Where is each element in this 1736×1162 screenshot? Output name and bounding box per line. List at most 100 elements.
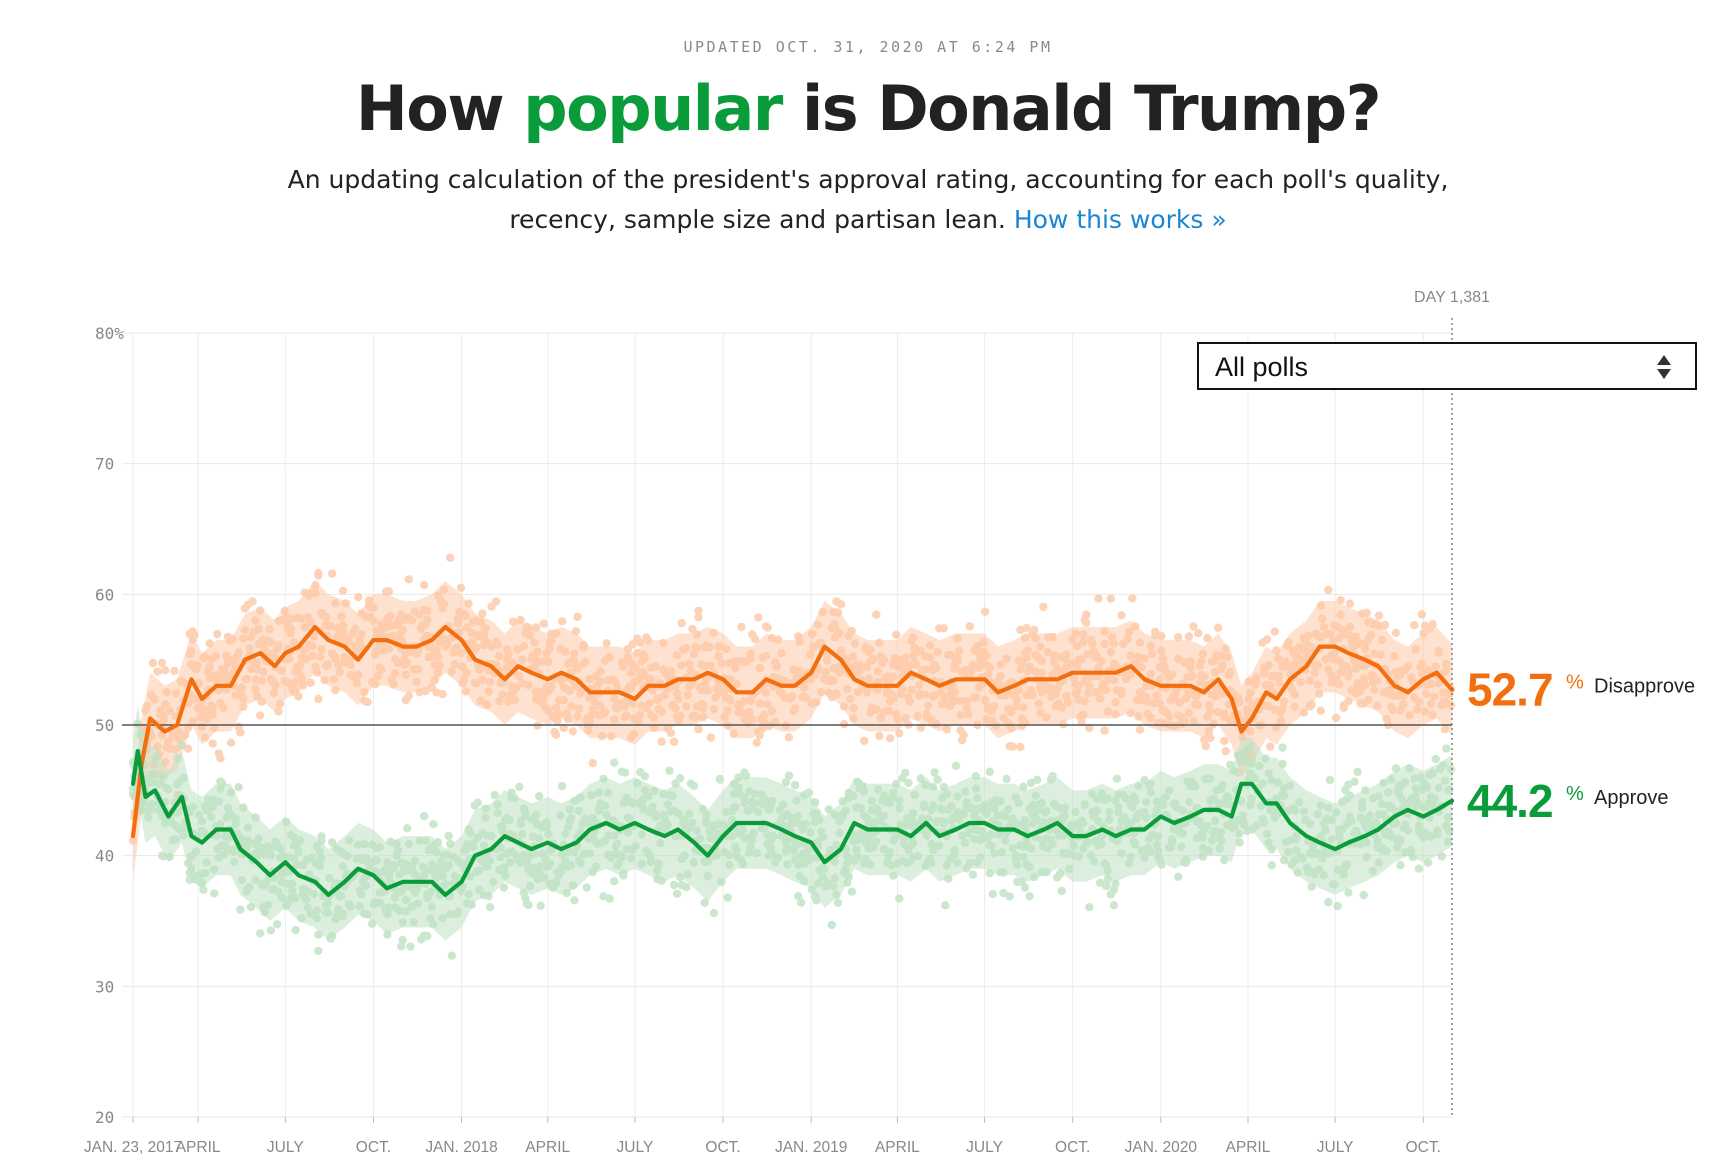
poll-dot [1278, 743, 1287, 752]
poll-dot [459, 675, 469, 685]
poll-dot [413, 665, 423, 674]
how-this-works-link[interactable]: How this works » [1013, 205, 1227, 234]
poll-dot [1374, 858, 1384, 867]
poll-dot [794, 891, 803, 901]
poll-dot [314, 930, 323, 939]
poll-dot [1088, 639, 1097, 648]
poll-dot [1327, 835, 1336, 844]
poll-dot [1109, 901, 1119, 910]
poll-dot [328, 838, 337, 847]
poll-dot [1344, 888, 1353, 897]
poll-dot [197, 817, 207, 826]
poll-dot [812, 896, 821, 905]
poll-dot [674, 809, 683, 818]
poll-dot [1445, 785, 1454, 794]
poll-dot [977, 680, 987, 689]
poll-dot [1426, 699, 1436, 708]
poll-dot [853, 835, 863, 845]
poll-dot [1003, 805, 1013, 814]
poll-dot [654, 694, 663, 704]
poll-dot [864, 834, 873, 844]
poll-dot [1020, 822, 1030, 831]
poll-dot [783, 836, 792, 845]
poll-dot [1293, 868, 1303, 877]
poll-dot [1014, 798, 1023, 808]
poll-dot [766, 843, 775, 853]
poll-dot [481, 804, 490, 813]
poll-dot [1174, 633, 1183, 642]
poll-dot [1016, 665, 1025, 674]
poll-dot [217, 778, 227, 788]
poll-dot [534, 868, 544, 877]
poll-dot [1345, 599, 1355, 608]
poll-dot [1201, 741, 1211, 751]
poll-dot [925, 641, 935, 650]
poll-dot [1235, 829, 1244, 838]
poll-dot [820, 864, 829, 873]
poll-dot [1056, 869, 1065, 878]
poll-dot [439, 585, 449, 594]
poll-dot [498, 826, 507, 835]
poll-dot [1157, 646, 1166, 655]
poll-dot [1210, 816, 1220, 826]
poll-dot [162, 687, 171, 697]
poll-dot [1014, 685, 1023, 695]
poll-dot [157, 658, 167, 667]
poll-dot [778, 800, 787, 809]
poll-dot [314, 946, 323, 955]
poll-dot [453, 907, 463, 916]
poll-dot [1178, 829, 1188, 838]
poll-dot [291, 894, 300, 903]
poll-dot [386, 611, 395, 621]
poll-dot [159, 710, 168, 719]
poll-dot [321, 613, 331, 622]
poll-dot [1013, 860, 1022, 870]
poll-dot [607, 732, 616, 741]
poll-dot [567, 702, 576, 711]
poll-dot [1022, 624, 1031, 633]
poll-dot [239, 634, 248, 643]
poll-dot [374, 671, 383, 681]
poll-dot [915, 681, 924, 690]
poll-dot [862, 688, 872, 697]
poll-dot [150, 695, 159, 704]
poll-dot [427, 902, 437, 911]
poll-dot [1345, 622, 1355, 632]
poll-dot [875, 638, 884, 647]
poll-dot [1198, 649, 1208, 658]
poll-dot [323, 908, 332, 917]
poll-dot [148, 769, 158, 778]
poll-dot [1036, 708, 1045, 717]
poll-filter-select[interactable]: All polls [1197, 342, 1697, 390]
poll-dot [800, 876, 809, 886]
poll-dot [1290, 806, 1299, 815]
poll-dot [458, 662, 467, 672]
poll-dot [557, 863, 567, 872]
poll-dot [1030, 625, 1039, 635]
poll-dot [908, 633, 918, 642]
poll-dot [1172, 803, 1181, 812]
poll-dot [461, 687, 470, 696]
poll-dot [254, 624, 263, 634]
poll-dot [594, 806, 604, 815]
poll-dot [207, 812, 216, 822]
x-tick-label: APRIL [525, 1139, 570, 1156]
poll-dot [1298, 854, 1307, 863]
poll-dot [384, 645, 394, 654]
poll-dot [847, 887, 856, 896]
poll-dot [1217, 828, 1226, 837]
poll-dot [128, 836, 138, 845]
poll-dot [859, 736, 869, 745]
poll-dot [1020, 883, 1030, 892]
poll-dot [1121, 794, 1131, 803]
poll-dot [211, 652, 220, 661]
poll-dot [1013, 695, 1022, 704]
poll-dot [1158, 654, 1168, 663]
poll-dot [626, 854, 636, 863]
poll-dot [544, 830, 553, 839]
poll-dot [898, 685, 907, 694]
poll-dot [570, 649, 579, 658]
poll-dot [950, 846, 959, 855]
poll-dot [1019, 782, 1028, 791]
poll-dot [879, 791, 889, 800]
